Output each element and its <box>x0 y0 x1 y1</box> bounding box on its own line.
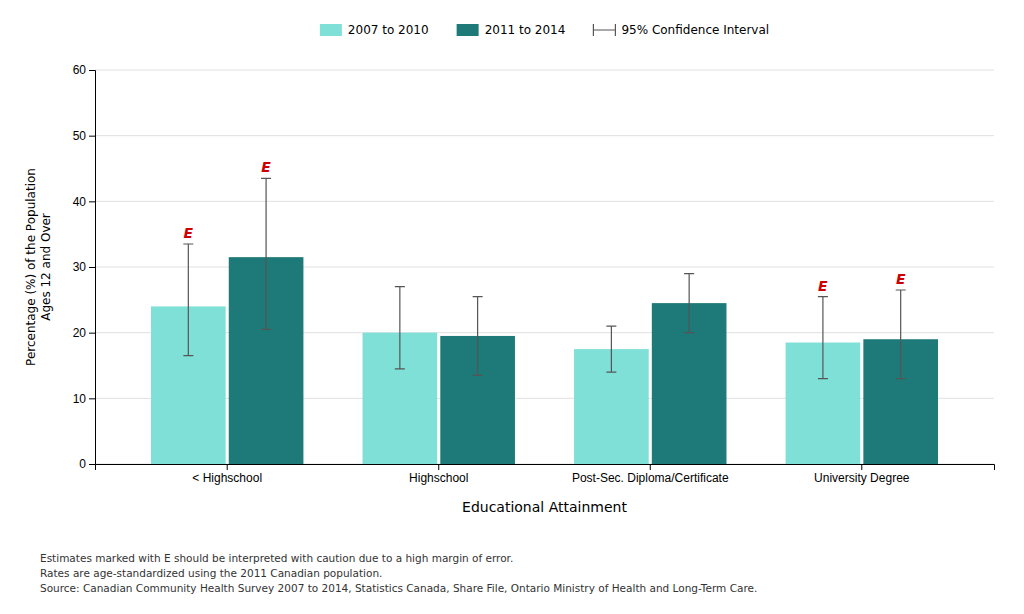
x-tick-label: < Highschool <box>192 471 262 485</box>
y-tick-label: 20 <box>73 326 87 340</box>
footnote: Estimates marked with E should be interp… <box>40 552 513 564</box>
x-tick-mark <box>861 464 862 470</box>
x-tick: Highschool <box>409 464 468 485</box>
annotation: E <box>261 159 271 175</box>
y-tick-mark <box>89 398 95 399</box>
annotations: E E E E <box>184 159 906 293</box>
error-bar-line <box>818 297 828 379</box>
error-bar-line <box>684 274 694 333</box>
y-tick-mark <box>89 201 95 202</box>
legend-item: 2007 to 2010 <box>320 23 429 37</box>
x-tick: Post-Sec. Diploma/Certificate <box>572 464 729 485</box>
y-axis-title: Percentage (%) of the PopulationAges 12 … <box>24 168 53 366</box>
y-axis: 0 10 20 30 40 50 60 <box>73 63 96 471</box>
grid-line <box>95 70 994 71</box>
y-tick-mark <box>89 267 95 268</box>
marks <box>151 178 938 464</box>
footnote: Rates are age-standardized using the 201… <box>40 567 382 579</box>
legend-swatch <box>320 24 342 36</box>
grid-line <box>95 135 994 136</box>
error-bar-line <box>395 287 405 369</box>
legend: 2007 to 2010 2011 to 2014 95% Confidence I… <box>320 23 769 37</box>
y-tick-mark <box>89 70 95 71</box>
y-tick: 50 <box>73 129 95 143</box>
legend-swatch <box>457 24 479 36</box>
legend-item: 95% Confidence Interval <box>593 23 769 37</box>
x-tick: University Degree <box>814 464 910 485</box>
x-tick-mark <box>227 464 228 470</box>
footnotes: Estimates marked with E should be interp… <box>40 552 757 594</box>
error-bar-line <box>896 290 906 379</box>
y-tick-label: 30 <box>73 260 87 274</box>
grid <box>95 70 994 464</box>
error-bar <box>896 290 906 379</box>
annotation: E <box>896 271 906 287</box>
plot: 0 10 20 30 40 50 60 < Highschool Highschool Post-… <box>24 63 995 515</box>
error-bar <box>684 274 694 333</box>
y-tick: 0 <box>79 457 95 471</box>
error-bar <box>606 326 616 372</box>
legend-item: 2011 to 2014 <box>457 23 566 37</box>
chart: 0 10 20 30 40 50 60 < Highschool Highschool Post-… <box>0 0 1024 614</box>
x-tick-label: University Degree <box>814 471 910 485</box>
error-bar-line <box>606 326 616 372</box>
x-tick-mark <box>650 464 651 470</box>
y-tick: 30 <box>73 260 95 274</box>
legend-label: 95% Confidence Interval <box>621 23 769 37</box>
error-bar <box>473 297 483 376</box>
y-tick: 10 <box>73 392 95 406</box>
y-tick-mark <box>89 136 95 137</box>
error-bar <box>183 244 193 356</box>
x-tick-mark <box>438 464 439 470</box>
legend-ci-symbol <box>593 24 615 36</box>
error-bar-line <box>261 178 271 329</box>
x-tick-label: Post-Sec. Diploma/Certificate <box>572 471 729 485</box>
y-tick-label: 50 <box>73 129 87 143</box>
error-bar-line <box>183 244 193 356</box>
error-bar <box>818 297 828 379</box>
legend-label: 2007 to 2010 <box>348 23 429 37</box>
x-tick: < Highschool <box>192 464 262 485</box>
y-tick-mark <box>89 464 95 465</box>
annotation: E <box>818 278 828 294</box>
error-bar <box>261 178 271 329</box>
y-tick-label: 40 <box>73 195 87 209</box>
y-tick-label: 60 <box>73 63 87 77</box>
x-axis-title: Educational Attainment <box>462 499 627 515</box>
error-bar-line <box>473 297 483 376</box>
x-axis-line <box>96 465 995 471</box>
error-bar <box>395 287 405 369</box>
grid-line <box>95 201 994 202</box>
y-axis-line <box>89 71 96 465</box>
series <box>151 244 860 464</box>
x-axis: < Highschool Highschool Post-Sec. Diploma/… <box>96 464 995 485</box>
y-tick-mark <box>89 333 95 334</box>
y-tick-label: 10 <box>73 392 87 406</box>
series <box>229 178 938 464</box>
y-tick-label: 0 <box>79 457 86 471</box>
legend-label: 2011 to 2014 <box>485 23 566 37</box>
footnote: Source: Canadian Community Health Survey… <box>40 582 757 594</box>
annotation: E <box>184 225 194 241</box>
y-tick: 20 <box>73 326 95 340</box>
y-tick: 40 <box>73 195 95 209</box>
x-tick-label: Highschool <box>409 471 468 485</box>
y-tick: 60 <box>73 63 95 77</box>
